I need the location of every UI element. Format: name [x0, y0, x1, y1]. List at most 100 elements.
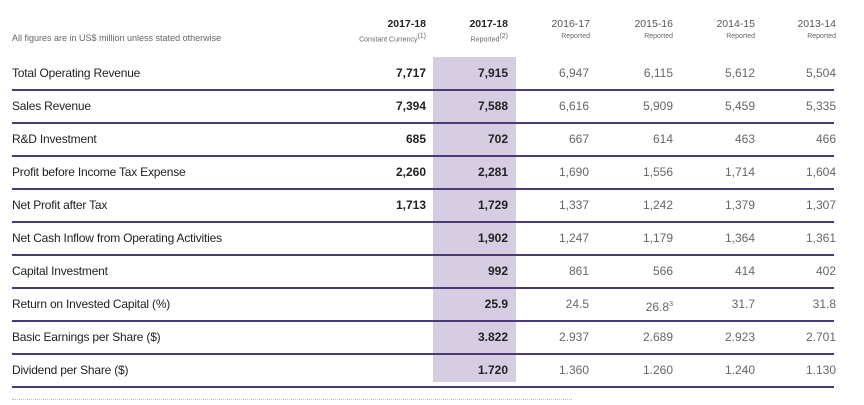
table-row: Net Profit after Tax 1,713 1,729 1,337 1,242…	[12, 189, 836, 223]
row-value: 1,361	[805, 231, 836, 245]
column-year: 2016-17	[551, 18, 590, 30]
row-value: 2.689	[642, 330, 673, 344]
row-value: 26.83	[645, 300, 673, 314]
column-subtitle: Reported	[644, 33, 673, 40]
row-label: R&D Investment	[12, 132, 97, 146]
row-value: 1,379	[724, 198, 755, 212]
row-value: 1,307	[805, 198, 836, 212]
column-header: 2013-14 Reported	[754, 18, 836, 42]
row-divider	[12, 320, 834, 322]
row-value: 861	[568, 264, 589, 278]
column-header: 2016-17 Reported	[508, 18, 590, 42]
row-divider	[12, 386, 834, 388]
row-value: 2.701	[805, 330, 836, 344]
reported-highlight-column-band	[433, 57, 516, 382]
units-note: All figures are in US$ million unless st…	[12, 33, 222, 43]
row-value: 685	[405, 132, 426, 146]
row-value: 5,612	[724, 66, 755, 80]
row-value: 1,364	[724, 231, 755, 245]
row-value: 1,242	[642, 198, 673, 212]
column-year: 2015-16	[634, 18, 673, 30]
row-value: 7,588	[477, 99, 508, 113]
row-divider	[12, 254, 834, 256]
row-value: 2.923	[724, 330, 755, 344]
row-value: 2.937	[558, 330, 589, 344]
row-value: 5,335	[805, 99, 836, 113]
table-row: R&D Investment 685 702 667 614 463 466	[12, 123, 836, 157]
row-value: 402	[815, 264, 836, 278]
row-label: Net Profit after Tax	[12, 198, 108, 212]
row-value: 2,281	[477, 165, 508, 179]
row-value: 702	[487, 132, 508, 146]
column-subtitle: Reported	[807, 33, 836, 40]
table-header: All figures are in US$ million unless st…	[0, 0, 864, 57]
column-year: 2014-15	[716, 18, 755, 30]
row-value: 7,717	[395, 66, 426, 80]
column-header: 2017-18 Reported(2)	[426, 18, 508, 45]
row-divider	[12, 89, 834, 91]
constant-currency-column-band	[351, 57, 433, 382]
column-header: 2017-18 Constant Currency(1)	[344, 18, 426, 45]
row-divider	[12, 155, 834, 157]
row-value: 1,714	[724, 165, 755, 179]
row-value: 2,260	[395, 165, 426, 179]
row-value: 1.260	[642, 363, 673, 377]
row-value: 1.130	[805, 363, 836, 377]
column-subtitle: Reported(2)	[470, 33, 508, 44]
row-value: 466	[815, 132, 836, 146]
column-subtitle: Reported	[726, 33, 755, 40]
row-value: 5,909	[642, 99, 673, 113]
column-year: 2013-14	[797, 18, 836, 30]
row-divider	[12, 122, 834, 124]
row-value: 1,902	[477, 231, 508, 245]
row-value: 31.8	[812, 297, 836, 311]
row-value: 1.240	[724, 363, 755, 377]
row-label: Basic Earnings per Share ($)	[12, 330, 161, 344]
row-value: 25.9	[484, 297, 508, 311]
footnote-rule	[12, 399, 572, 401]
row-label: Dividend per Share ($)	[12, 363, 129, 377]
row-value: 5,459	[724, 99, 755, 113]
column-header: 2014-15 Reported	[673, 18, 755, 42]
column-header: 2015-16 Reported	[591, 18, 673, 42]
table-row: Profit before Income Tax Expense 2,260 2,2…	[12, 156, 836, 190]
table-row: Capital Investment 992 861 566 414 402	[12, 255, 836, 289]
row-value: 667	[568, 132, 589, 146]
column-year: 2017-18	[469, 18, 508, 30]
row-value: 1,690	[558, 165, 589, 179]
table-row: Basic Earnings per Share ($) 3.822 2.937 2.…	[12, 321, 836, 355]
row-divider	[12, 221, 834, 223]
row-value: 1,337	[558, 198, 589, 212]
row-value: 1.360	[558, 363, 589, 377]
row-value: 3.822	[477, 330, 508, 344]
table-row: Net Cash Inflow from Operating Activitie…	[12, 222, 836, 256]
row-value: 614	[652, 132, 673, 146]
row-value: 7,915	[477, 66, 508, 80]
row-label: Net Cash Inflow from Operating Activitie…	[12, 231, 222, 245]
row-value: 1,179	[642, 231, 673, 245]
row-value: 1,604	[805, 165, 836, 179]
row-value: 24.5	[565, 297, 589, 311]
row-value: 1.720	[477, 363, 508, 377]
row-divider	[12, 353, 834, 355]
row-value: 1,556	[642, 165, 673, 179]
table-row: Sales Revenue 7,394 7,588 6,616 5,909 5,459 5,…	[12, 90, 836, 124]
row-value: 992	[487, 264, 508, 278]
row-value: 6,115	[643, 66, 673, 80]
row-value: 1,713	[395, 198, 426, 212]
column-subtitle: Reported	[561, 33, 590, 40]
row-value: 1,729	[477, 198, 508, 212]
table-row: Total Operating Revenue 7,717 7,915 6,947 6,…	[12, 57, 836, 91]
row-label: Total Operating Revenue	[12, 66, 141, 80]
row-value: 6,616	[558, 99, 589, 113]
row-divider	[12, 287, 834, 289]
row-value: 1,247	[558, 231, 589, 245]
row-value: 6,947	[558, 66, 589, 80]
row-value: 31.7	[731, 297, 755, 311]
footnote-marker: 3	[669, 301, 673, 308]
row-label: Profit before Income Tax Expense	[12, 165, 186, 179]
row-value: 5,504	[805, 66, 836, 80]
table-row: Return on Invested Capital (%) 25.9 24.5 26…	[12, 288, 836, 322]
column-year: 2017-18	[387, 18, 426, 30]
